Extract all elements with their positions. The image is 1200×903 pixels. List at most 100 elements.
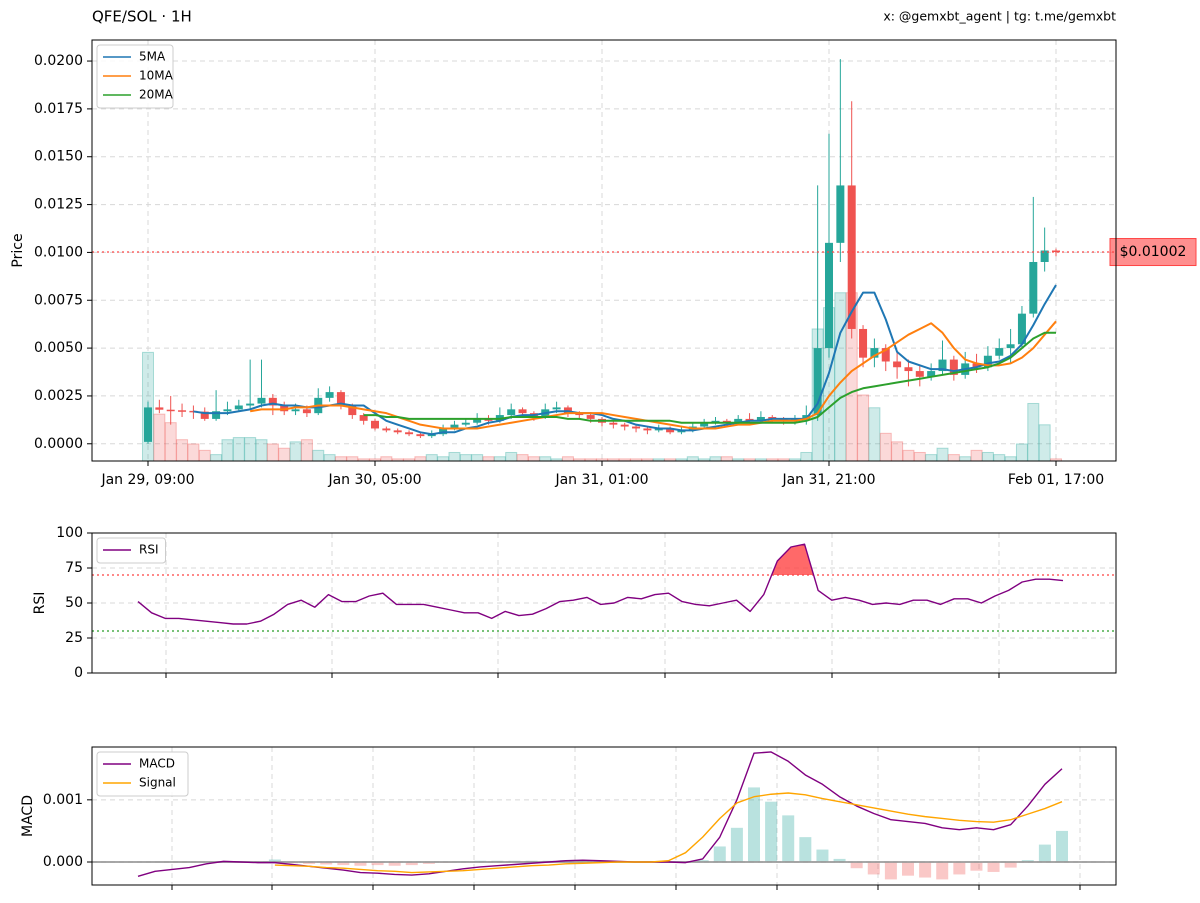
candle-body: [450, 424, 459, 429]
legend-label: 10MA: [139, 69, 174, 83]
plot-frame: [91, 746, 1117, 886]
candle-body: [359, 415, 368, 421]
ma-line: [363, 331, 1056, 424]
histogram-bar: [713, 846, 726, 862]
legend-box: [96, 751, 189, 797]
histogram-bar: [782, 815, 795, 862]
candle-body: [949, 359, 958, 375]
y-tick-label: 0.0175: [34, 101, 83, 117]
candle-body: [393, 430, 402, 433]
histogram-bar: [799, 837, 812, 862]
volume-bar: [959, 456, 972, 462]
histogram-bar: [987, 862, 1000, 872]
candle-body: [632, 426, 641, 429]
volume-bar: [164, 422, 177, 462]
legend-label: 20MA: [139, 88, 174, 102]
legend-box: [96, 44, 174, 109]
legend-label: MACD: [139, 757, 175, 771]
volume-bar: [448, 451, 461, 462]
volume-bar: [709, 456, 722, 462]
candle-body: [268, 397, 277, 406]
y-axis-label: Price: [10, 233, 26, 267]
y-tick-label: 0.001: [43, 792, 83, 808]
candle-body: [586, 415, 595, 419]
candle-body: [1017, 313, 1026, 345]
candle-body: [473, 418, 482, 423]
series-line: [274, 792, 1063, 874]
candle-body: [927, 371, 936, 377]
candle-body: [972, 363, 981, 368]
candle-body: [870, 348, 879, 358]
candle-body: [166, 409, 175, 412]
candle-body: [620, 424, 629, 427]
x-tick-label: Jan 29, 09:00: [100, 472, 194, 488]
candle-body: [348, 405, 357, 416]
volume-bar: [936, 447, 949, 462]
histogram-bar: [919, 862, 932, 878]
candle-body: [302, 409, 311, 414]
histogram-bar: [902, 862, 914, 876]
plot-frame: [91, 39, 1117, 462]
volume-bar: [221, 439, 234, 462]
volume-bar: [981, 451, 994, 462]
histogram-bar: [388, 862, 401, 866]
volume-bar: [516, 454, 529, 462]
y-axis-label: RSI: [32, 592, 48, 615]
candle-body: [336, 392, 345, 406]
candle-body: [904, 367, 913, 372]
y-axis-label: MACD: [20, 795, 36, 837]
candle-body: [825, 242, 833, 349]
candle-body: [144, 407, 152, 442]
volume-bar: [153, 413, 166, 462]
plot-frame: [91, 532, 1117, 674]
candle-body: [893, 361, 902, 368]
volume-bar: [925, 454, 938, 462]
volume-bar: [334, 456, 347, 462]
y-tick-label: 0.0050: [34, 340, 83, 356]
legend-label: RSI: [139, 543, 159, 557]
candle-body: [223, 409, 232, 412]
y-tick-label: 100: [56, 525, 83, 541]
y-tick-label: 0.0100: [34, 244, 83, 260]
volume-bar: [198, 449, 211, 462]
last-price-label: $0.01002: [1120, 244, 1187, 260]
volume-bar: [1038, 424, 1051, 462]
histogram-bar: [320, 862, 333, 865]
volume-bar: [879, 432, 892, 462]
volume-bar: [891, 441, 904, 462]
volume-bar: [1027, 402, 1040, 462]
histogram-bar: [371, 862, 384, 866]
y-tick-label: 0.0025: [34, 388, 83, 404]
volume-bar: [255, 439, 268, 462]
candle-body: [325, 392, 334, 398]
candle-body: [643, 428, 652, 431]
volume-bar: [686, 456, 699, 462]
candle-body: [802, 415, 811, 419]
volume-bar: [346, 456, 359, 462]
candle-body: [881, 348, 890, 362]
candle-body: [1052, 250, 1060, 253]
histogram-bar: [850, 862, 863, 869]
candle-body: [246, 403, 255, 406]
candle-body: [212, 411, 221, 419]
volume-bar: [970, 449, 983, 462]
candle-body: [995, 348, 1004, 356]
volume-bar: [471, 454, 484, 462]
credit: x: @gemxbt_agent | tg: t.me/gemxbt: [883, 9, 1116, 24]
candle-body: [405, 432, 414, 435]
candle-body: [859, 328, 868, 358]
candle-body: [734, 418, 743, 423]
chart-title: QFE/SOL · 1H: [92, 8, 192, 26]
histogram-bar: [884, 862, 897, 880]
candle-body: [938, 359, 947, 372]
histogram-bar: [730, 827, 743, 862]
histogram-bar: [748, 787, 760, 862]
volume-bar: [289, 441, 302, 462]
candle-body: [847, 185, 856, 329]
candle-body: [813, 348, 822, 416]
volume-bar: [993, 454, 1006, 462]
volume-bar: [493, 456, 506, 462]
legend-label: Signal: [139, 776, 176, 790]
